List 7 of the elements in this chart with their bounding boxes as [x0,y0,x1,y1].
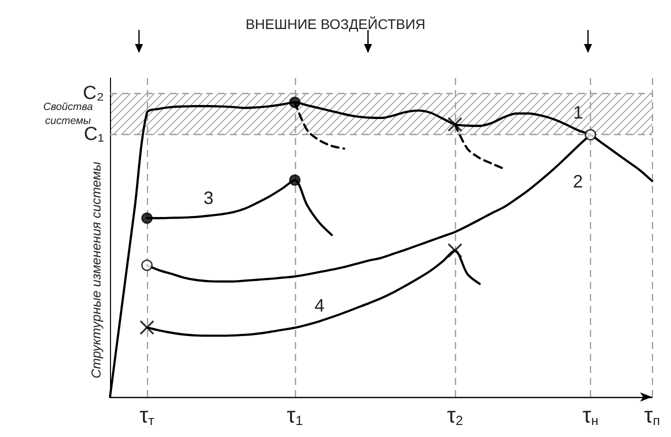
series-label: 4 [314,295,324,316]
y-axis-title: Структурные изменения системы [88,161,104,378]
chart-title: ВНЕШНИЕ ВОЗДЕЙСТВИЯ [246,16,426,32]
series-label: 1 [573,102,584,122]
ref-line-label: C₁ [84,124,104,146]
series-label: 2 [572,172,583,192]
series-label: 3 [204,188,214,208]
